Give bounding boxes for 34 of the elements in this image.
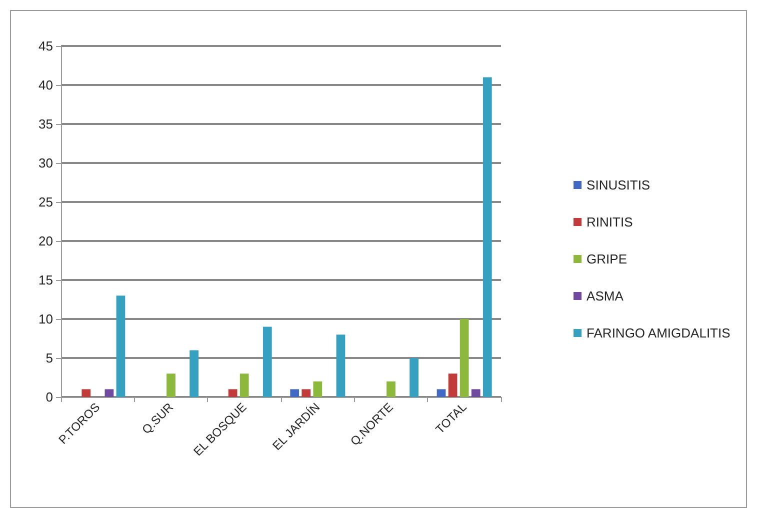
legend-label: FARINGO AMIGDALITIS <box>586 326 731 340</box>
bar <box>460 319 469 397</box>
y-tick-label: 0 <box>46 390 53 404</box>
legend-label: GRIPE <box>586 252 628 266</box>
bar <box>240 374 249 397</box>
bar <box>436 389 446 397</box>
y-tick-label: 40 <box>38 78 53 92</box>
bar <box>82 389 91 397</box>
legend-label: ASMA <box>586 288 624 304</box>
bar <box>104 389 114 397</box>
y-tick-label: 45 <box>38 38 53 54</box>
y-tick-label: 30 <box>38 156 53 170</box>
bar <box>116 296 126 397</box>
bar <box>313 381 322 397</box>
bar <box>448 374 458 397</box>
bar <box>410 358 418 397</box>
y-tick-label: 35 <box>38 116 53 132</box>
bar <box>336 334 346 397</box>
bar <box>386 381 396 397</box>
bar <box>482 77 492 397</box>
y-tick-label: 25 <box>38 194 53 210</box>
bar <box>302 389 311 397</box>
y-tick-label: 15 <box>38 272 53 288</box>
legend-label: RINITIS <box>586 214 634 230</box>
legend-label: SINUSITIS <box>586 178 650 192</box>
bar <box>290 389 300 397</box>
bar <box>190 350 198 397</box>
y-tick-label: 20 <box>38 234 53 248</box>
bar <box>471 389 480 397</box>
bar <box>166 374 176 397</box>
bar <box>262 326 272 397</box>
y-tick-label: 5 <box>46 350 53 366</box>
y-tick-label: 10 <box>38 312 53 326</box>
bar <box>228 389 238 397</box>
